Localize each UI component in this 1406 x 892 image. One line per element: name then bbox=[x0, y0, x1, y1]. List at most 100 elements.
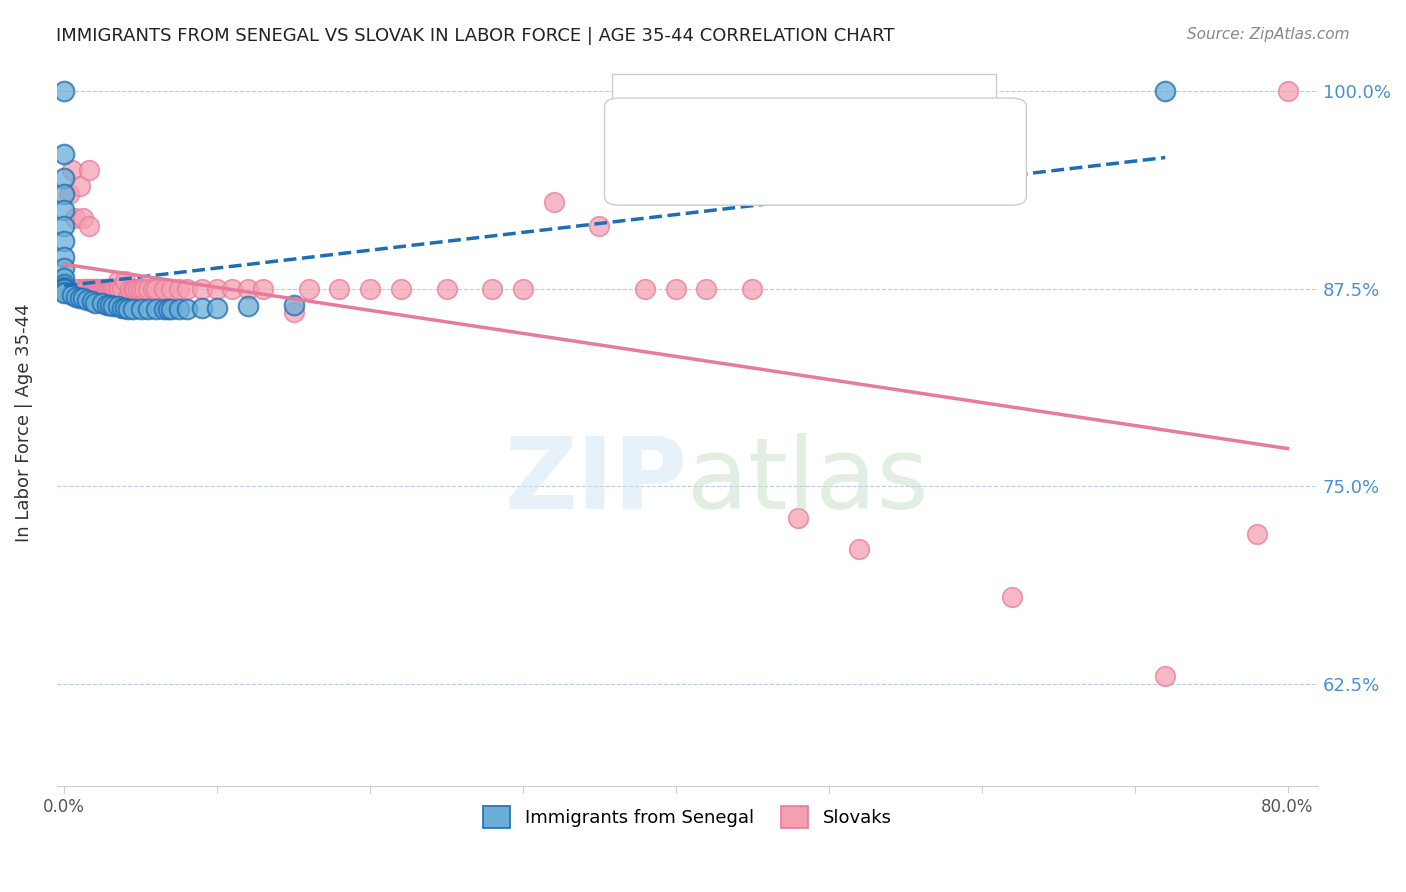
Point bbox=[100, 282, 122, 296]
Text: IMMIGRANTS FROM SENEGAL VS SLOVAK IN LABOR FORCE | AGE 35-44 CORRELATION CHART: IMMIGRANTS FROM SENEGAL VS SLOVAK IN LAB… bbox=[56, 27, 894, 45]
Point bbox=[53, 282, 76, 296]
Point bbox=[63, 211, 86, 225]
Text: N =: N = bbox=[814, 103, 865, 121]
Point bbox=[53, 282, 76, 296]
Point bbox=[53, 235, 76, 249]
Point bbox=[104, 282, 127, 296]
Point bbox=[117, 290, 139, 304]
Point bbox=[60, 163, 83, 178]
Point bbox=[160, 282, 183, 296]
Point bbox=[69, 179, 91, 194]
Point bbox=[53, 202, 76, 217]
Point bbox=[53, 282, 76, 296]
Point bbox=[129, 282, 152, 296]
Point bbox=[91, 282, 114, 296]
Point bbox=[53, 282, 76, 296]
Point bbox=[152, 282, 174, 296]
Point bbox=[191, 282, 214, 296]
Point bbox=[65, 282, 87, 296]
Point bbox=[328, 282, 350, 296]
Point bbox=[103, 299, 125, 313]
Point bbox=[389, 282, 412, 296]
Point bbox=[79, 282, 101, 296]
Point bbox=[53, 282, 76, 296]
Point bbox=[118, 282, 141, 296]
Point bbox=[53, 270, 76, 285]
Point bbox=[1277, 84, 1299, 98]
FancyBboxPatch shape bbox=[630, 99, 676, 126]
Point bbox=[103, 282, 125, 296]
Point bbox=[93, 282, 115, 296]
Point bbox=[167, 282, 190, 296]
Point bbox=[96, 282, 118, 296]
Point bbox=[53, 286, 76, 301]
Point bbox=[107, 274, 129, 288]
Point bbox=[117, 302, 139, 317]
Point bbox=[221, 282, 243, 296]
Point bbox=[65, 290, 87, 304]
Point bbox=[77, 163, 100, 178]
Point bbox=[53, 219, 76, 233]
Point bbox=[69, 282, 91, 296]
Point bbox=[129, 302, 152, 317]
Point bbox=[107, 282, 129, 296]
Point bbox=[145, 282, 167, 296]
Text: Source: ZipAtlas.com: Source: ZipAtlas.com bbox=[1187, 27, 1350, 42]
Point bbox=[205, 301, 228, 315]
Point bbox=[543, 194, 565, 209]
Point bbox=[588, 219, 610, 233]
Text: atlas: atlas bbox=[688, 433, 929, 530]
Point bbox=[157, 302, 180, 317]
Point bbox=[127, 282, 149, 296]
Point bbox=[98, 297, 121, 311]
Legend: Immigrants from Senegal, Slovaks: Immigrants from Senegal, Slovaks bbox=[477, 799, 898, 836]
Point bbox=[114, 301, 136, 315]
Point bbox=[53, 261, 76, 276]
Point bbox=[53, 282, 76, 296]
Point bbox=[58, 186, 80, 201]
Point bbox=[359, 282, 381, 296]
Point bbox=[73, 282, 96, 296]
Text: R =: R = bbox=[688, 103, 727, 121]
Point bbox=[252, 282, 274, 296]
Point bbox=[160, 302, 183, 317]
Point bbox=[1154, 669, 1177, 683]
Point bbox=[82, 282, 104, 296]
Point bbox=[122, 282, 145, 296]
Point bbox=[145, 302, 167, 317]
Point bbox=[124, 282, 146, 296]
Point bbox=[75, 282, 97, 296]
Point bbox=[283, 305, 305, 319]
Point bbox=[53, 84, 76, 98]
Point bbox=[76, 293, 98, 307]
Point bbox=[53, 280, 76, 294]
Y-axis label: In Labor Force | Age 35-44: In Labor Force | Age 35-44 bbox=[15, 304, 32, 542]
Point bbox=[1001, 590, 1024, 604]
Point bbox=[72, 291, 94, 305]
Point bbox=[77, 219, 100, 233]
Point bbox=[91, 296, 114, 310]
Point bbox=[53, 277, 76, 291]
Point bbox=[512, 282, 534, 296]
Text: 0.425: 0.425 bbox=[738, 103, 794, 121]
Point bbox=[80, 294, 103, 309]
Text: ZIP: ZIP bbox=[505, 433, 688, 530]
Text: 76: 76 bbox=[876, 143, 901, 161]
Point bbox=[236, 299, 259, 313]
Point bbox=[94, 282, 117, 296]
Point bbox=[72, 211, 94, 225]
Point bbox=[152, 302, 174, 317]
Text: 50: 50 bbox=[876, 103, 901, 121]
Point bbox=[96, 297, 118, 311]
Point bbox=[83, 282, 105, 296]
Point bbox=[53, 282, 76, 296]
Point bbox=[176, 282, 198, 296]
Point bbox=[787, 511, 810, 525]
Point bbox=[481, 282, 503, 296]
Point bbox=[142, 282, 165, 296]
Point bbox=[87, 282, 110, 296]
FancyBboxPatch shape bbox=[630, 139, 676, 166]
Point bbox=[191, 301, 214, 315]
Point bbox=[634, 282, 657, 296]
Point bbox=[848, 542, 870, 557]
